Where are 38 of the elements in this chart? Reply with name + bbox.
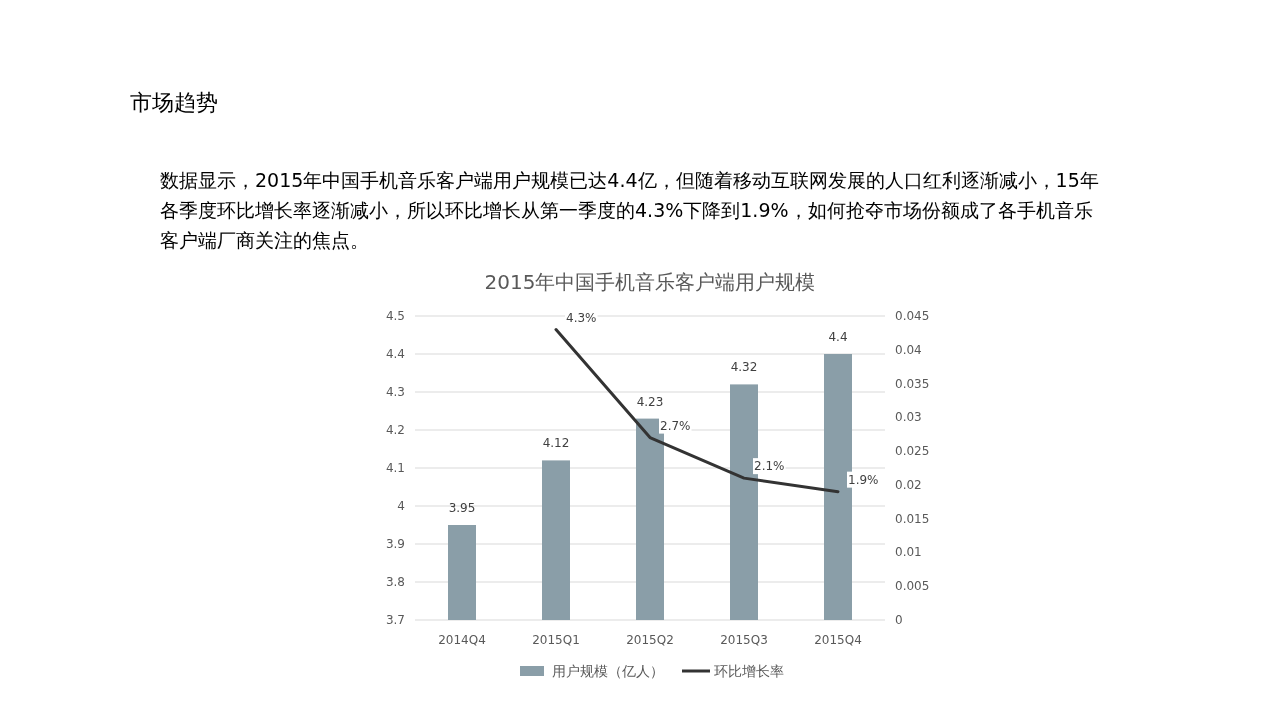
- y-tick-label: 4.5: [385, 309, 405, 323]
- text: 市场趋势: [130, 89, 218, 117]
- data-label: 4.23: [636, 394, 664, 409]
- y-tick-label: 4.2: [385, 423, 405, 437]
- y2-tick-label: 0.045: [895, 309, 930, 323]
- y-tick-label: 3.8: [385, 575, 405, 589]
- data-label: 2.1%: [754, 459, 785, 474]
- y2-tick-label: 0.01: [895, 545, 922, 560]
- x-tick-label: 2014Q4: [438, 633, 486, 647]
- x-tick-label: 2015Q1: [532, 633, 580, 647]
- y2-tick-label: 0.04: [895, 342, 922, 357]
- y2-tick-label: 0.03: [895, 410, 922, 425]
- legend-label: 用户规模（亿人）: [552, 663, 664, 679]
- y2-tick-label: 0.005: [895, 579, 930, 594]
- y2-tick-label: 0: [895, 613, 903, 627]
- data-label: 1.9%: [848, 472, 879, 487]
- x-tick-label: 2015Q3: [720, 633, 768, 647]
- y-tick-label: 4: [397, 499, 405, 513]
- data-label: 4.3%: [566, 310, 597, 325]
- y-tick-label: 4.4: [385, 347, 405, 361]
- y-tick-label: 3.9: [385, 537, 405, 551]
- text: 数据显示，2015年中国手机音乐客户端用户规模已达4.4亿，但随着移动互联网发展的人口红利逐渐减小，15年各季度环比增长率逐渐减小，所以环比增长从第一季度的4.3%下降到1.9%，如何抢夺市场份额成了各手机音乐客户端厂商关注的焦点。: [160, 168, 1100, 253]
- x-tick-label: 2015Q2: [626, 633, 674, 647]
- data-label: 4.4: [828, 330, 848, 344]
- x-tick-label: 2015Q4: [814, 633, 862, 647]
- y2-tick-label: 0.025: [895, 444, 930, 459]
- data-label: 3.95: [448, 501, 476, 515]
- y-tick-label: 3.7: [385, 613, 405, 627]
- legend-label: 环比增长率: [714, 663, 784, 679]
- chart-title: 2015年中国手机音乐客户端用户规模: [484, 270, 816, 294]
- data-label: 2.7%: [660, 418, 691, 433]
- y2-tick-label: 0.035: [895, 376, 930, 391]
- y2-tick-label: 0.015: [895, 511, 930, 526]
- y2-tick-label: 0.02: [895, 477, 922, 492]
- data-label: 4.12: [542, 436, 570, 451]
- y-tick-label: 4.3: [385, 385, 405, 399]
- y-tick-label: 4.1: [385, 461, 405, 475]
- data-label: 4.32: [730, 360, 758, 375]
